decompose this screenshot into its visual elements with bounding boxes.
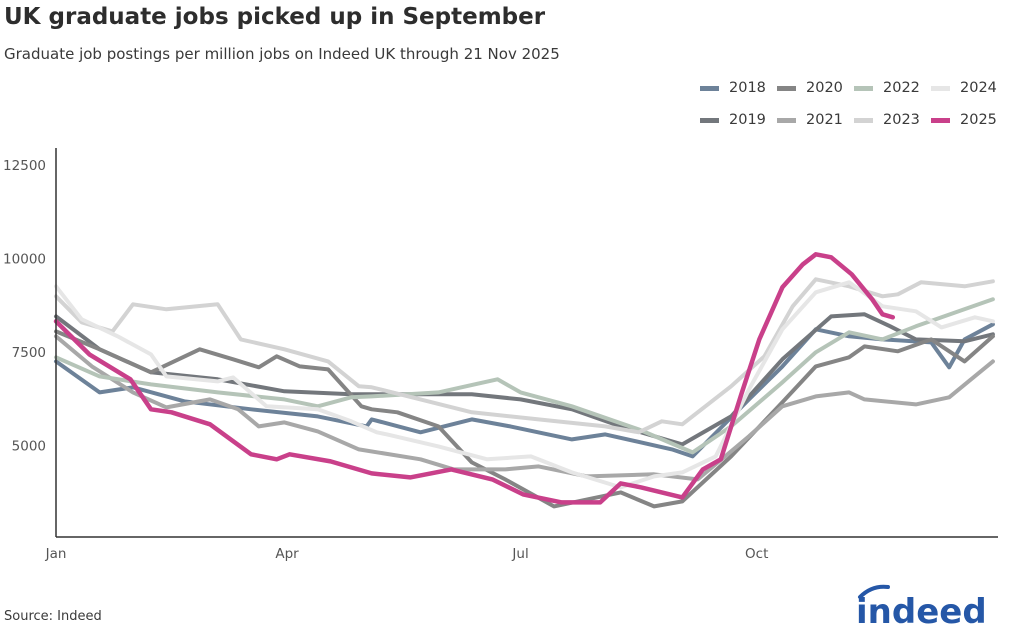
- y-tick-label: 7500: [12, 345, 46, 361]
- legend-label: 2022: [883, 80, 920, 96]
- y-tick-label: 5000: [12, 438, 46, 454]
- series-line-2025: [53, 252, 896, 505]
- legend-label: 2023: [883, 112, 920, 128]
- legend-swatch: [931, 117, 950, 123]
- legend-swatch: [854, 85, 873, 91]
- x-tick-label: Apr: [275, 546, 299, 562]
- x-tick-label: Oct: [745, 546, 768, 562]
- x-tick-label: Jul: [511, 546, 528, 562]
- legend-label: 2019: [729, 112, 766, 128]
- chart-title: UK graduate jobs picked up in September: [4, 4, 546, 30]
- legend-label: 2018: [729, 80, 766, 96]
- source-note: Source: Indeed: [4, 609, 102, 624]
- series-line-2019: [54, 312, 995, 447]
- indeed-logo: indeed: [856, 584, 987, 631]
- legend-item-2018: 2018: [700, 80, 766, 96]
- legend-label: 2024: [960, 80, 997, 96]
- series-line-2022: [54, 297, 995, 455]
- legend-item-2019: 2019: [700, 112, 766, 128]
- series-line-2020: [54, 329, 995, 509]
- legend-swatch: [931, 85, 950, 91]
- y-tick-label: 12500: [3, 158, 46, 174]
- legend-label: 2021: [806, 112, 843, 128]
- legend-swatch: [777, 85, 796, 91]
- series-line-2024: [54, 280, 995, 490]
- legend-swatch: [777, 117, 796, 123]
- legend-swatch: [700, 117, 719, 123]
- legend-item-2022: 2022: [854, 80, 920, 96]
- legend-label: 2020: [806, 80, 843, 96]
- legend-item-2024: 2024: [931, 80, 997, 96]
- legend-label: 2025: [960, 112, 997, 128]
- series-line-2018: [54, 322, 995, 459]
- chart-subtitle: Graduate job postings per million jobs o…: [4, 45, 560, 63]
- legend-item-2025: 2025: [931, 112, 997, 128]
- x-tick-label: Jan: [45, 546, 67, 562]
- series-line-2021: [54, 334, 995, 482]
- y-tick-label: 10000: [3, 251, 46, 267]
- svg-text:indeed: indeed: [856, 592, 987, 631]
- legend-item-2021: 2021: [777, 112, 843, 128]
- legend-swatch: [854, 117, 873, 123]
- legend-item-2023: 2023: [854, 112, 920, 128]
- legend-item-2020: 2020: [777, 80, 843, 96]
- legend-swatch: [700, 85, 719, 91]
